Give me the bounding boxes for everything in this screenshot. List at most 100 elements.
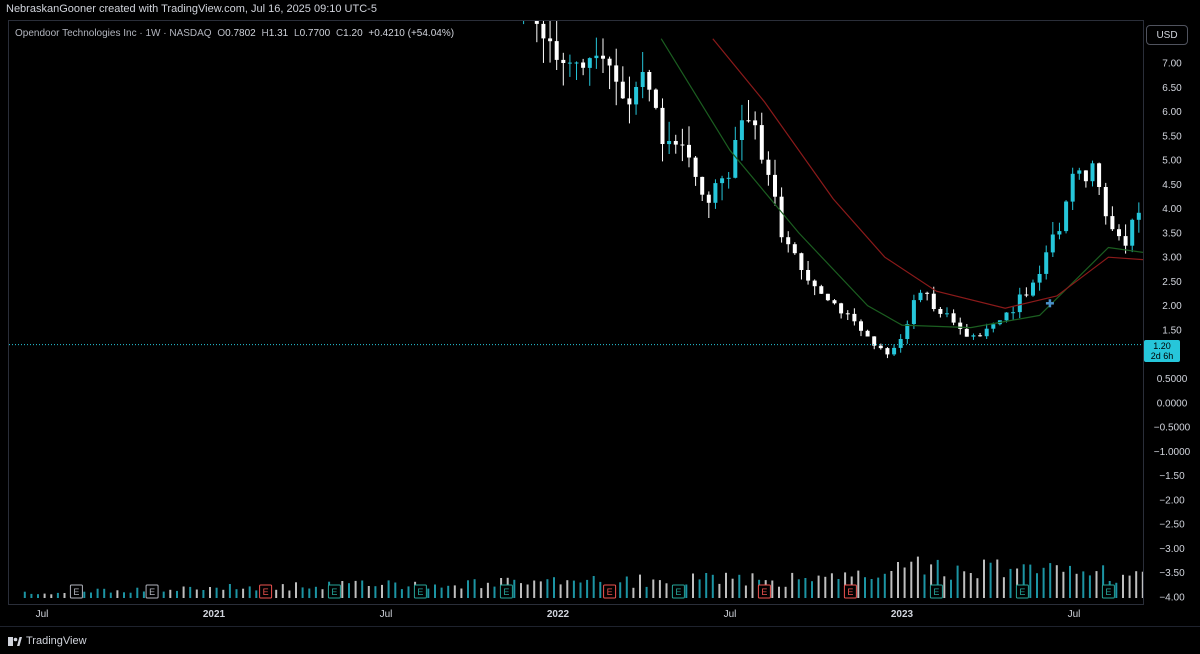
volume-bar	[321, 589, 324, 598]
candle-body	[587, 58, 592, 68]
candle-body	[945, 313, 949, 315]
volume-bar	[553, 577, 555, 598]
candle-body	[825, 293, 830, 301]
volume-bar	[182, 586, 185, 598]
volume-bar	[976, 578, 979, 598]
volume-bar	[1135, 571, 1138, 598]
volume-bar	[923, 574, 926, 598]
volume-bar	[116, 590, 119, 598]
volume-bar	[288, 590, 291, 598]
volume-bar	[209, 587, 211, 598]
candle-body	[1117, 229, 1121, 237]
earnings-marker: E	[259, 584, 273, 599]
last-price-value: 1.20	[1153, 341, 1171, 351]
candle-body	[522, 0, 526, 5]
volume-bar	[1036, 573, 1038, 598]
candle-body	[534, 21, 539, 24]
earnings-marker: E	[757, 584, 771, 599]
volume-bar	[771, 580, 774, 598]
candle-body	[581, 62, 586, 68]
candle-body	[653, 89, 658, 108]
volume-bar	[56, 592, 59, 598]
y-tick-label: 5.00	[1162, 156, 1182, 167]
volume-bar	[467, 580, 469, 598]
chart-frame	[8, 20, 1144, 605]
volume-bar	[572, 580, 575, 598]
candle-body	[918, 292, 923, 301]
volume-bar	[407, 586, 410, 598]
candle-body	[567, 62, 572, 64]
volume-bar	[592, 576, 595, 598]
y-tick-label: 6.50	[1162, 83, 1182, 94]
ma-mid-line	[712, 38, 1143, 309]
candle-body	[878, 345, 883, 349]
volume-bar	[348, 583, 350, 598]
candle-body	[978, 335, 983, 337]
candle-body	[594, 55, 599, 59]
volume-bar	[526, 584, 529, 598]
earnings-marker: E	[69, 584, 83, 599]
volume-bar	[791, 572, 794, 598]
volume-bar	[96, 588, 99, 598]
candle-body	[607, 58, 612, 66]
currency-button[interactable]: USD	[1146, 25, 1188, 45]
volume-bar	[400, 589, 403, 598]
volume-bar	[63, 593, 66, 598]
candle-body	[786, 237, 791, 245]
volume-bar	[473, 579, 476, 598]
plot-area: EEEEEEEEEEEEEEEEEEEEE	[9, 0, 1200, 599]
change-value: +0.4210 (+54.04%)	[368, 28, 455, 39]
candle-body	[1024, 294, 1029, 296]
earnings-marker: E	[603, 584, 617, 599]
symbol-legend[interactable]: Opendoor Technologies Inc · 1W · NASDAQ …	[15, 28, 454, 39]
y-tick-label: 5.50	[1162, 131, 1182, 142]
candle-body	[620, 81, 625, 99]
volume-bar	[864, 577, 866, 598]
y-tick-label: −3.50	[1159, 568, 1185, 579]
x-tick-label: 2021	[203, 609, 226, 620]
tradingview-logo[interactable]: TradingView	[8, 635, 87, 647]
earnings-marker: E	[413, 584, 427, 599]
volume-bar	[943, 576, 946, 598]
svg-text:E: E	[263, 587, 269, 597]
candle-body	[819, 286, 824, 294]
candle-body	[541, 23, 546, 39]
svg-text:E: E	[73, 587, 79, 597]
tradingview-brand: TradingView	[26, 635, 87, 647]
candle-body	[1011, 312, 1016, 314]
y-tick-label: 7.00	[1162, 59, 1182, 70]
svg-text:E: E	[761, 587, 767, 597]
volume-bar	[658, 580, 661, 598]
candle-body	[627, 98, 632, 105]
candle-body	[1097, 163, 1102, 187]
volume-bar	[877, 577, 880, 598]
earnings-marker: E	[929, 584, 943, 599]
volume-bar	[1148, 578, 1150, 598]
volume-bar	[956, 565, 959, 598]
earnings-marker: E	[499, 584, 513, 599]
candle-body	[1004, 312, 1009, 321]
high-value: 1.31	[268, 28, 289, 39]
volume-bar	[645, 586, 648, 598]
volume-bar	[632, 587, 635, 598]
candle-body	[925, 292, 930, 294]
volume-bar	[539, 581, 542, 598]
volume-bar	[169, 589, 172, 598]
volume-bar	[778, 586, 780, 598]
volume-bar	[1062, 571, 1065, 598]
earnings-marker: E	[1015, 584, 1029, 599]
y-tick-label: 2.50	[1162, 277, 1182, 288]
candle-body	[852, 313, 857, 322]
candle-body	[845, 313, 850, 315]
candle-body	[667, 141, 672, 145]
y-tick-label: 0.5000	[1157, 374, 1188, 385]
candle-body	[1136, 212, 1141, 220]
earnings-marker: E	[327, 584, 341, 599]
volume-bar	[652, 579, 655, 598]
earnings-marker: E	[1188, 585, 1200, 598]
candle-body	[733, 140, 738, 178]
ma-short-line	[660, 38, 1143, 329]
volume-bar	[698, 579, 701, 598]
candle-body	[1044, 252, 1049, 274]
